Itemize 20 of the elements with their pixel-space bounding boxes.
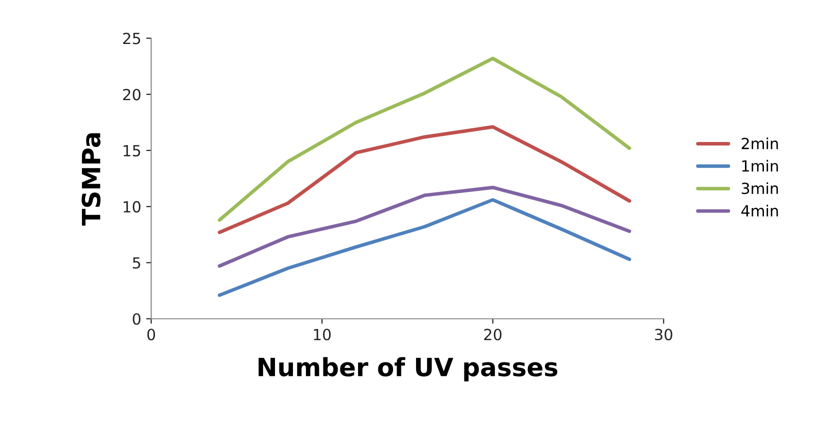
y-tick-label: 10 (124, 201, 140, 213)
line-series (218, 186, 632, 268)
x-tick-label: 0 (147, 328, 156, 340)
legend-label: 4min (741, 204, 778, 216)
legend-label: 2min (742, 137, 778, 150)
line-series (218, 125, 632, 234)
legend-label: 1min (742, 160, 778, 172)
x-tick-label: 20 (484, 328, 502, 340)
y-tick-label: 5 (132, 257, 140, 269)
line-series (218, 198, 632, 297)
y-tick-label: 25 (123, 32, 140, 44)
legend-label: 3min (742, 182, 778, 194)
y-axis-title: TSMPa (82, 133, 101, 226)
x-axis-title: Number of UV passes (258, 357, 558, 382)
y-tick-label: 0 (132, 313, 140, 325)
y-tick-label: 15 (124, 145, 140, 156)
x-tick-label: 10 (314, 328, 331, 340)
x-tick-label: 30 (655, 328, 672, 340)
line-series (218, 56, 632, 222)
y-tick-label: 20 (123, 88, 140, 100)
